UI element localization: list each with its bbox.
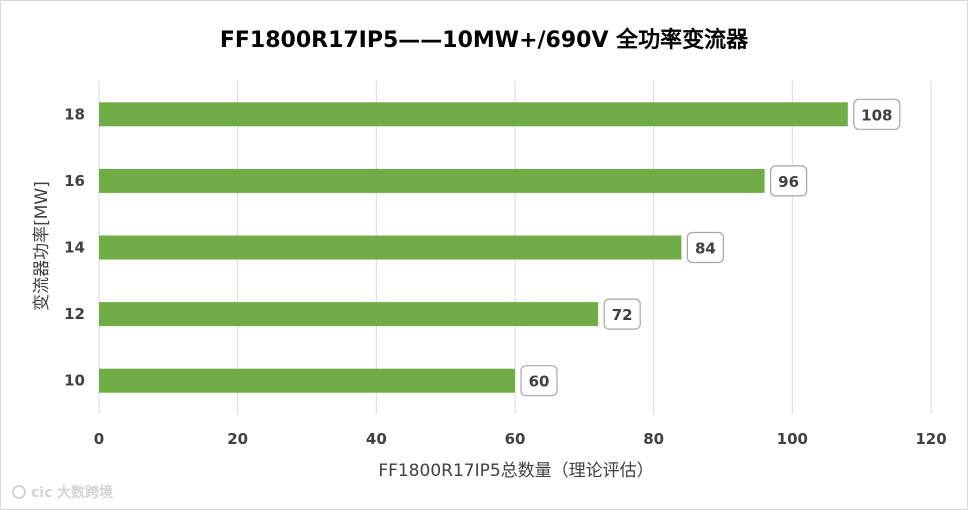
- y-tick-label: 18: [64, 105, 85, 123]
- data-labels: 60 72 84 96 108: [520, 98, 901, 397]
- y-axis-title: 变流器功率[MW]: [32, 181, 52, 311]
- data-label-box: [603, 298, 641, 330]
- watermark-logo-text: cic: [31, 485, 52, 501]
- y-tick-labels: 10 12 14 16 18: [64, 105, 85, 389]
- bar: [99, 168, 765, 193]
- data-label: 60: [529, 373, 550, 391]
- x-axis-title: FF1800R17IP5总数量（理论评估）: [378, 461, 653, 481]
- y-tick-label: 10: [64, 372, 85, 390]
- bar: [99, 302, 599, 327]
- y-tick-label: 16: [64, 172, 85, 190]
- bar: [99, 368, 515, 393]
- x-tick-label: 20: [227, 430, 248, 448]
- x-tick-label: 0: [94, 430, 104, 448]
- x-tick-label: 40: [366, 430, 387, 448]
- bar: [99, 102, 848, 127]
- data-label-box: [853, 98, 901, 130]
- watermark-logo: cic 大数跨境: [12, 484, 113, 501]
- bars: [99, 102, 848, 393]
- x-tick-label: 120: [915, 430, 946, 448]
- y-tick-label: 14: [64, 239, 85, 257]
- bar: [99, 235, 682, 260]
- x-tick-label: 100: [777, 430, 808, 448]
- data-label: 84: [695, 240, 716, 258]
- watermark-text: 大数跨境: [57, 484, 113, 501]
- data-label: 72: [612, 306, 633, 324]
- chart-title: FF1800R17IP5——10MW+/690V 全功率变流器: [220, 27, 749, 53]
- watermark-logo-icon: [12, 485, 26, 499]
- data-label-box: [686, 231, 725, 264]
- data-label: 108: [861, 106, 892, 124]
- x-tick-labels: 0 20 40 60 80 100 120: [94, 430, 947, 448]
- x-tick-label: 60: [505, 430, 526, 448]
- data-label-box: [520, 365, 558, 397]
- x-tick-label: 80: [643, 430, 664, 448]
- data-label-box: [769, 165, 808, 197]
- y-tick-label: 12: [64, 305, 85, 323]
- data-label: 96: [778, 173, 799, 191]
